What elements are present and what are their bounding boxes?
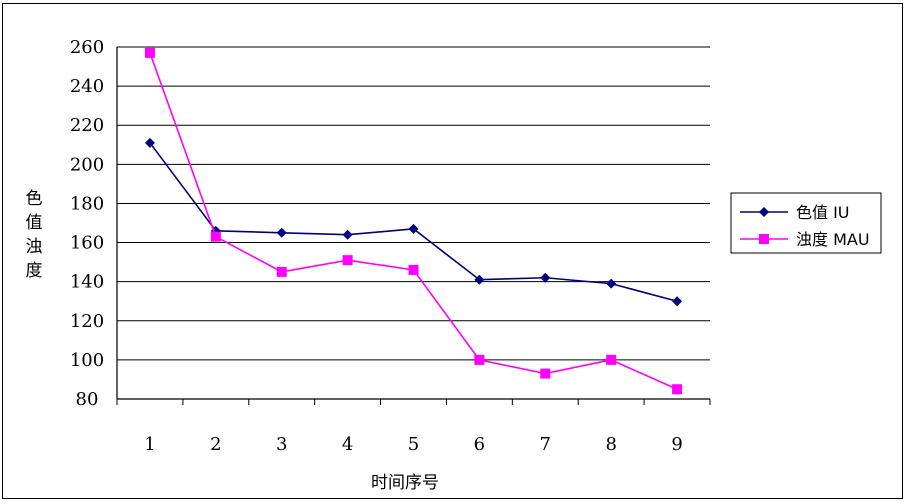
x-tick-label: 1 (144, 434, 155, 455)
x-tick-label: 7 (540, 434, 551, 455)
y-tick-labels: 80 100 120 140 160 180 200 220 240 260 (70, 37, 104, 410)
y-axis-title-char: 值 (26, 213, 43, 233)
data-point-square (474, 354, 485, 365)
y-tick-label: 120 (70, 311, 104, 332)
y-tick-label: 140 (70, 272, 104, 293)
legend-label: 色值 IU (796, 203, 850, 222)
data-point-square (210, 231, 221, 242)
legend: 色值 IU 浊度 MAU (730, 192, 882, 254)
data-point-square (672, 384, 683, 395)
series-color-iu (144, 137, 683, 307)
legend-item: 浊度 MAU (740, 230, 870, 249)
x-tick-label: 4 (342, 434, 353, 455)
data-point-diamond (474, 274, 485, 285)
data-point-diamond (276, 227, 287, 238)
x-tick-label: 6 (474, 434, 485, 455)
series-turbidity-mau (144, 47, 683, 395)
y-axis-title-char: 色 (26, 189, 43, 209)
y-tick-label: 160 (70, 233, 104, 254)
y-tick-label: 80 (76, 389, 99, 410)
x-tick-label: 8 (605, 434, 616, 455)
series-group (144, 47, 683, 395)
x-axis-title: 时间序号 (371, 473, 439, 493)
x-tick-label: 3 (276, 434, 287, 455)
y-tick-label: 180 (70, 193, 104, 214)
data-point-diamond (606, 278, 617, 289)
data-point-square (408, 264, 419, 275)
x-tick-label: 9 (671, 434, 682, 455)
y-axis-title-char: 浊 (26, 237, 43, 257)
legend-item: 色值 IU (740, 203, 850, 222)
data-point-square (276, 266, 287, 277)
x-tick-label: 5 (408, 434, 419, 455)
y-tick-label: 200 (70, 154, 104, 175)
series-line (149, 52, 678, 390)
data-point-square (759, 234, 769, 244)
gridlines (117, 46, 710, 361)
data-point-diamond (342, 229, 353, 240)
data-point-diamond (408, 223, 419, 234)
axes (116, 47, 711, 405)
y-tick-label: 260 (70, 37, 104, 58)
data-point-square (342, 255, 353, 266)
y-tick-label: 100 (70, 350, 104, 371)
data-point-square (606, 354, 617, 365)
data-point-diamond (540, 272, 551, 283)
legend-label: 浊度 MAU (796, 230, 870, 249)
data-point-diamond (144, 137, 155, 148)
y-tick-label: 220 (70, 115, 104, 136)
data-point-diamond (759, 207, 769, 217)
data-point-square (540, 368, 551, 379)
series-line (149, 142, 678, 302)
y-axis-title-char: 度 (26, 261, 43, 281)
data-point-square (144, 47, 155, 58)
y-tick-label: 240 (70, 76, 104, 97)
x-tick-labels: 1 2 3 4 5 6 7 8 9 (144, 434, 683, 455)
legend-box (730, 192, 882, 254)
x-tick-label: 2 (210, 434, 221, 455)
data-point-diamond (672, 296, 683, 307)
